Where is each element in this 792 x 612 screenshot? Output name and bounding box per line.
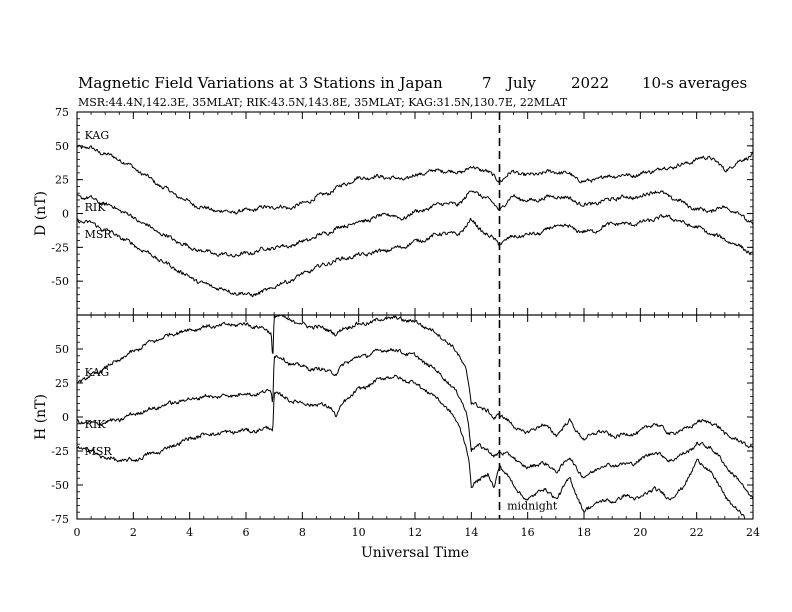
bottom-series-rik <box>76 348 754 500</box>
bottom-series-kag <box>76 314 754 449</box>
top-series-kag <box>76 144 754 215</box>
annotation-msr: MSR <box>85 228 113 241</box>
annotation-rik: RIK <box>85 418 107 431</box>
title-date-month: July <box>505 74 536 92</box>
top-ytick-label: 25 <box>55 174 69 187</box>
chart-subtitle: MSR:44.4N,142.3E, 35MLAT; RIK:43.5N,143.… <box>78 96 568 109</box>
trace-layer <box>76 144 754 520</box>
x-tick-label: 8 <box>299 526 306 539</box>
annotation-rik: RIK <box>85 201 107 214</box>
x-axis-label: Universal Time <box>361 545 469 561</box>
bottom-ytick-label: -25 <box>51 445 69 458</box>
top-ytick-label: -50 <box>51 275 69 288</box>
x-tick-label: 22 <box>690 526 704 539</box>
bottom-panel-frame <box>76 314 754 520</box>
x-tick-label: 20 <box>633 526 647 539</box>
top-series-rik <box>76 190 754 258</box>
x-tick-label: 24 <box>746 526 760 539</box>
bottom-series-msr <box>76 374 753 520</box>
bottom-ytick-label: 50 <box>55 343 69 356</box>
top-ytick-label: -25 <box>51 241 69 254</box>
x-tick-label: 18 <box>577 526 591 539</box>
x-tick-label: 4 <box>186 526 193 539</box>
x-tick-label: 12 <box>408 526 422 539</box>
bottom-ytick-label: -50 <box>51 479 69 492</box>
bottom-ytick-label: -75 <box>51 513 69 526</box>
x-tick-label: 0 <box>74 526 81 539</box>
x-tick-label: 2 <box>130 526 137 539</box>
top-ytick-label: 50 <box>55 140 69 153</box>
bottom-y-axis-label: H (nT) <box>33 394 49 440</box>
title-date-year: 2022 <box>571 74 609 92</box>
x-tick-label: 6 <box>243 526 250 539</box>
top-panel-frame <box>76 111 754 316</box>
label-layer: KAG RIK MSR KAG RIK MSR midnight <box>85 129 558 512</box>
bottom-ytick-label: 0 <box>62 411 69 424</box>
x-tick-label: 10 <box>352 526 366 539</box>
top-ytick-label: 75 <box>55 106 69 119</box>
title-date-day: 7 <box>482 74 492 92</box>
x-tick-label: 14 <box>464 526 478 539</box>
x-tick-label: 16 <box>521 526 535 539</box>
annotation-kag: KAG <box>85 129 110 142</box>
title-averages: 10-s averages <box>642 74 747 92</box>
annotation-kag: KAG <box>85 366 110 379</box>
top-ytick-label: 0 <box>62 208 69 221</box>
top-y-axis-label: D (nT) <box>33 191 49 236</box>
top-series-msr <box>76 214 754 298</box>
chart-title: Magnetic Field Variations at 3 Stations … <box>78 74 443 92</box>
annotation-msr: MSR <box>85 445 113 458</box>
bottom-ytick-label: 25 <box>55 377 69 390</box>
annotation-midnight: midnight <box>507 499 558 512</box>
